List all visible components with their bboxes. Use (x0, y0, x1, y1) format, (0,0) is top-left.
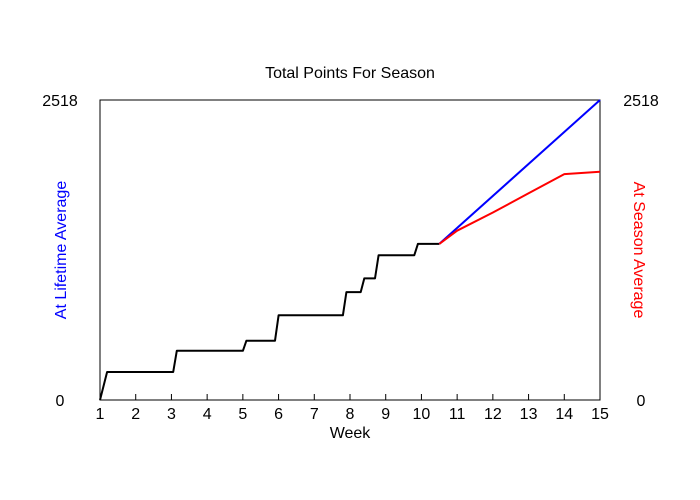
x-tick-label: 14 (555, 406, 573, 423)
x-tick-label: 11 (449, 406, 466, 423)
actual-series-line (99, 242, 440, 401)
x-tick-label: 7 (310, 406, 319, 423)
y-left-tick-label-min: 0 (56, 393, 65, 410)
season-series-line (438, 170, 601, 245)
y-axis-label-left: At Lifetime Average (53, 181, 70, 320)
x-axis-ticks (99, 394, 601, 400)
x-axis-label: Week (330, 425, 372, 442)
x-tick-label: 10 (413, 406, 431, 423)
x-tick-label: 4 (203, 406, 212, 423)
series-layer (99, 99, 601, 401)
x-tick-label: 9 (381, 406, 390, 423)
y-left-tick-label-max: 2518 (42, 93, 78, 110)
x-tick-label: 12 (484, 406, 502, 423)
x-tick-label: 15 (591, 406, 609, 423)
x-axis-tick-labels: 1 2 3 4 5 6 7 8 9 10 11 12 13 14 15 (96, 406, 609, 423)
x-tick-label: 2 (131, 406, 140, 423)
y-right-tick-label-max: 2518 (623, 93, 659, 110)
x-tick-label: 5 (238, 406, 247, 423)
x-tick-label: 13 (520, 406, 538, 423)
lifetime-series-line (438, 99, 601, 245)
plot-frame (99, 99, 601, 401)
x-tick-label: 8 (346, 406, 355, 423)
x-tick-label: 1 (96, 406, 105, 423)
x-tick-label: 6 (274, 406, 283, 423)
y-axis-label-right: At Season Average (630, 182, 647, 319)
y-right-tick-label-min: 0 (637, 393, 646, 410)
chart-title: Total Points For Season (265, 65, 435, 82)
x-tick-label: 3 (167, 406, 176, 423)
